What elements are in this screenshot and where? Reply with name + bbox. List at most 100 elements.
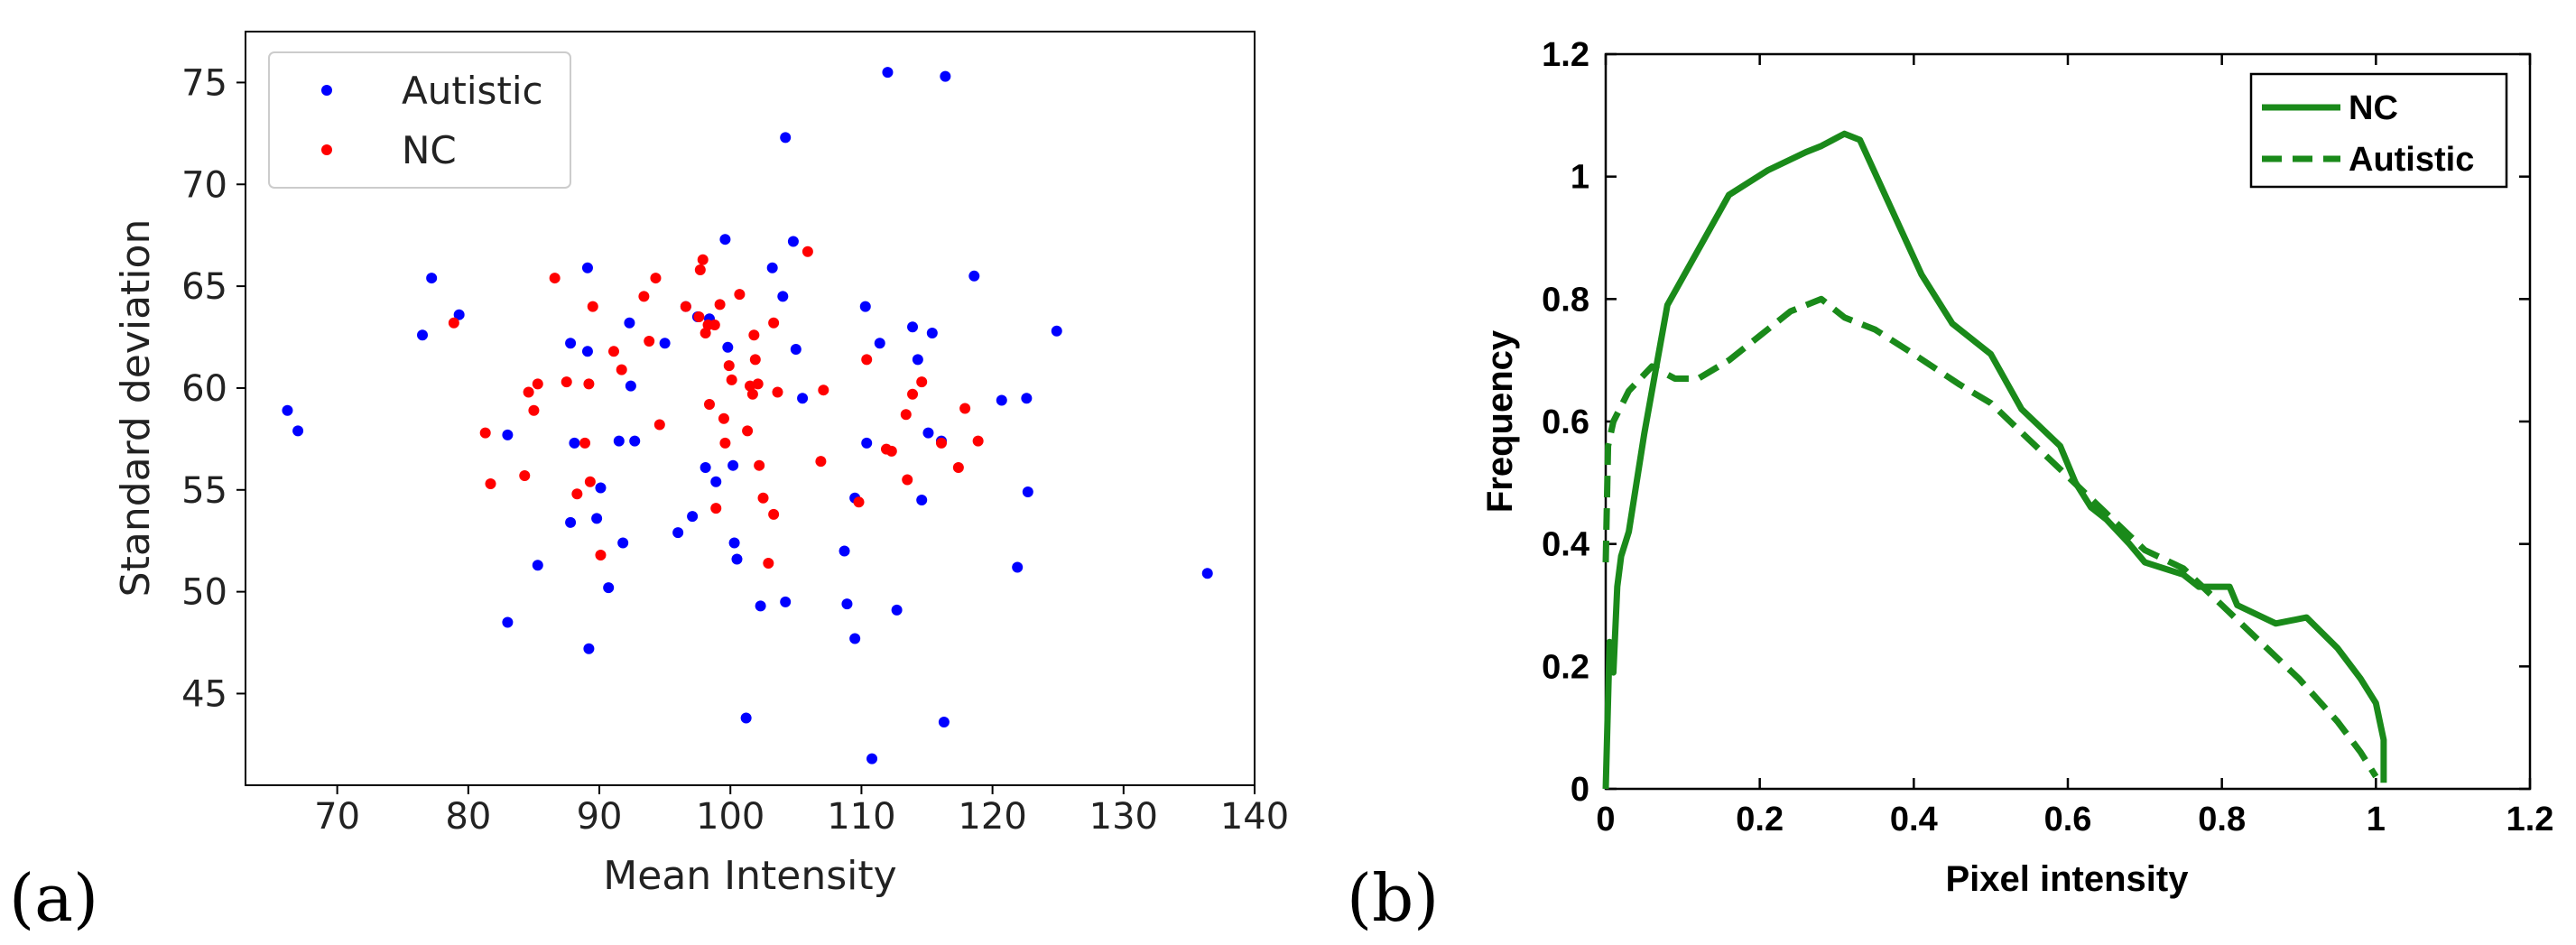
data-point-autistic: [1012, 561, 1024, 573]
data-point-autistic: [581, 262, 593, 273]
legend-marker-nc: [321, 144, 332, 155]
data-point-nc: [802, 246, 813, 257]
data-point-autistic: [882, 67, 894, 79]
data-point-nc: [749, 354, 761, 366]
panel-b: 0 0.2 0.4 0.6 0.8 1 1.2 0 0.2 0.4 0.6 0.8 1 1.2 Pixel…: [1347, 36, 2553, 936]
data-point-nc: [607, 346, 619, 357]
panel-b-x-tick-label: 0.8: [2198, 801, 2246, 838]
panel-b-lines: [1602, 130, 2387, 790]
panel-a-x-tick-label: 70: [314, 796, 360, 838]
data-point-nc: [693, 310, 705, 322]
data-point-autistic: [659, 338, 671, 349]
data-point-autistic: [629, 435, 641, 447]
data-point-autistic: [912, 354, 923, 366]
data-point-autistic: [907, 321, 919, 333]
data-point-nc: [757, 492, 769, 504]
data-point-autistic: [859, 301, 871, 312]
panel-a-x-tick-label: 90: [577, 796, 623, 838]
data-point-nc: [709, 319, 720, 330]
data-point-nc: [818, 384, 829, 396]
data-point-nc: [714, 299, 726, 310]
data-point-autistic: [861, 437, 873, 449]
panel-a-y-tick-label: 75: [181, 62, 227, 104]
data-point-nc: [587, 301, 598, 312]
data-point-nc: [595, 549, 607, 561]
data-point-autistic: [797, 393, 809, 404]
data-point-autistic: [1021, 393, 1033, 404]
data-point-nc: [638, 291, 650, 302]
panel-a-tag: (a): [9, 860, 98, 936]
data-point-autistic: [891, 604, 903, 616]
data-point-autistic: [777, 291, 789, 302]
panel-a: 70 80 90 100 110 120 130 140 45 50 55 60 65 70 75 Mean…: [9, 31, 1289, 936]
data-point-autistic: [780, 132, 792, 144]
data-point-nc: [754, 459, 765, 471]
panel-b-x-tick-label: 0: [1596, 801, 1615, 838]
data-point-autistic: [581, 346, 593, 357]
data-point-nc: [680, 301, 691, 312]
data-point-nc: [952, 461, 964, 473]
panel-a-y-tick-label: 55: [181, 470, 227, 512]
data-point-nc: [763, 558, 774, 570]
data-point-autistic: [841, 598, 853, 610]
panel-b-y-tick-label: 1.2: [1542, 36, 1589, 74]
data-point-nc: [726, 374, 737, 385]
data-point-nc: [616, 364, 627, 375]
data-point-autistic: [417, 329, 429, 341]
data-point-autistic: [839, 545, 850, 557]
data-point-nc: [583, 378, 595, 390]
data-point-autistic: [727, 459, 739, 471]
legend-label-nc: NC: [402, 128, 457, 172]
series-line-nc: [1602, 130, 2387, 790]
panel-a-x-tick-label: 80: [445, 796, 491, 838]
data-point-autistic: [565, 338, 577, 349]
panel-a-ticks: 70 80 90 100 110 120 130 140 45 50 55 60 65 70 75: [181, 62, 1289, 838]
data-point-nc: [644, 336, 655, 347]
panel-a-x-axis-label: Mean Intensity: [603, 853, 896, 899]
data-point-nc: [700, 328, 711, 338]
data-point-nc: [584, 476, 596, 487]
data-point-nc: [579, 437, 591, 449]
data-point-nc: [959, 403, 971, 414]
data-point-autistic: [583, 643, 595, 654]
data-point-autistic: [874, 338, 885, 349]
data-point-autistic: [613, 435, 625, 447]
data-point-autistic: [625, 380, 636, 392]
panel-b-x-tick-label: 1: [2367, 801, 2386, 838]
data-point-autistic: [1201, 568, 1213, 579]
data-point-autistic: [916, 495, 928, 506]
data-point-nc: [532, 378, 543, 390]
panel-a-x-tick-label: 120: [958, 796, 1026, 838]
data-point-nc: [772, 386, 783, 398]
panel-b-x-tick-label: 0.6: [2044, 801, 2092, 838]
data-point-autistic: [740, 712, 752, 724]
data-point-nc: [972, 435, 984, 447]
data-point-autistic: [603, 582, 615, 594]
data-point-autistic: [624, 317, 635, 329]
panel-b-tag: (b): [1347, 860, 1439, 936]
panel-a-plot-frame: [245, 31, 1256, 786]
data-point-autistic: [728, 537, 740, 549]
data-point-autistic: [502, 429, 514, 440]
data-point-nc: [719, 437, 731, 449]
data-point-autistic: [766, 262, 778, 273]
panel-b-legend-box: [2249, 72, 2508, 189]
data-point-nc: [448, 317, 459, 329]
data-point-nc: [768, 508, 780, 520]
data-point-autistic: [1022, 486, 1033, 498]
data-point-nc: [815, 456, 827, 468]
data-point-nc: [485, 478, 496, 489]
data-point-autistic: [282, 404, 293, 416]
panel-b-legend: NC Autistic: [2249, 72, 2508, 189]
data-point-autistic: [940, 70, 951, 82]
data-point-autistic: [687, 511, 699, 523]
legend-label-autistic: Autistic: [402, 69, 543, 113]
data-point-autistic: [617, 537, 629, 549]
data-point-nc: [523, 386, 534, 398]
data-point-nc: [768, 317, 780, 329]
data-point-nc: [561, 376, 572, 388]
data-point-nc: [853, 496, 865, 508]
panel-b-x-tick-label: 0.4: [1890, 801, 1938, 838]
panel-a-points: [282, 67, 1213, 764]
data-point-nc: [907, 388, 919, 400]
